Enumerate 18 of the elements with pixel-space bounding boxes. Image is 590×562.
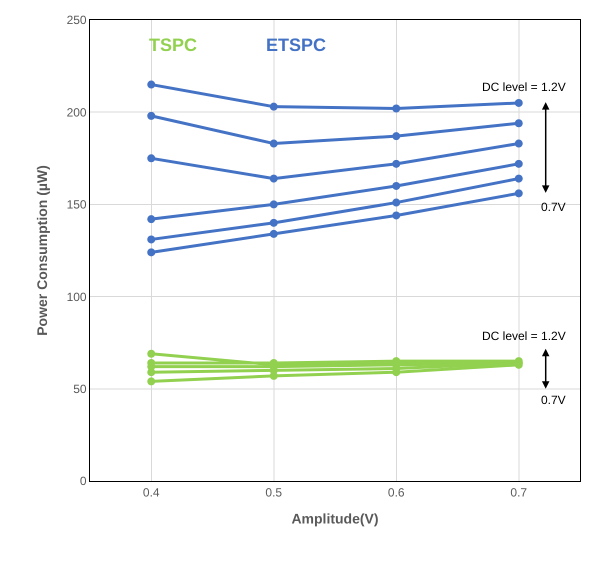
x-tick-label: 0.7 bbox=[510, 485, 528, 500]
x-tick-label: 0.4 bbox=[142, 485, 160, 500]
y-tick-label: 0 bbox=[80, 474, 87, 488]
x-tick-label: 0.6 bbox=[388, 485, 405, 500]
x-axis-title: Amplitude(V) bbox=[291, 510, 379, 527]
annotation: 0.7V bbox=[541, 393, 566, 407]
annotation: ETSPC bbox=[266, 35, 326, 55]
annotation: 0.7V bbox=[541, 200, 566, 214]
y-tick-label: 50 bbox=[73, 382, 87, 396]
y-tick-label: 150 bbox=[66, 198, 87, 212]
annotation: DC level = 1.2V bbox=[482, 80, 566, 94]
y-tick-label: 100 bbox=[66, 290, 87, 304]
x-tick-label: 0.5 bbox=[265, 485, 282, 500]
annotation: TSPC bbox=[149, 35, 198, 55]
y-tick-label: 200 bbox=[66, 105, 87, 120]
y-axis-title: Power Consumption (µW) bbox=[34, 165, 50, 336]
y-tick-label: 250 bbox=[66, 13, 87, 28]
annotation: DC level = 1.2V bbox=[482, 329, 566, 343]
